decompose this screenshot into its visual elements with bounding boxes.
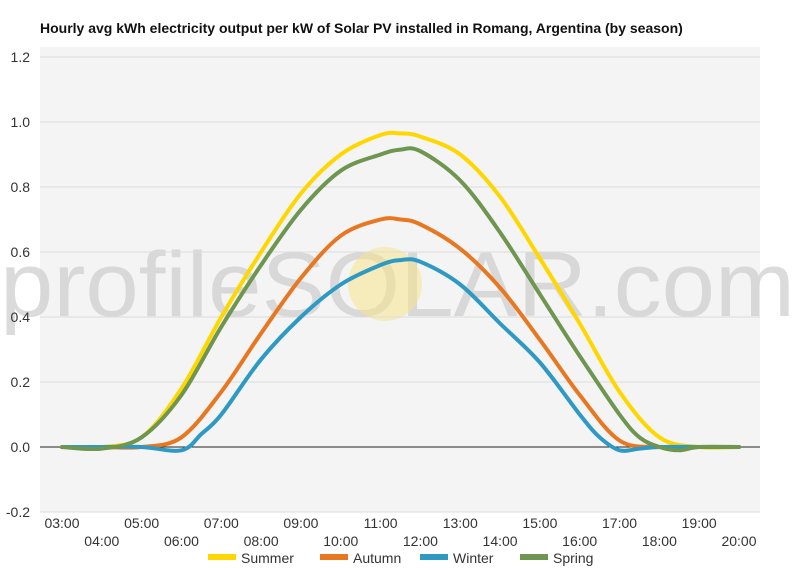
legend-label-autumn: Autumn	[353, 550, 401, 566]
watermark-sun-icon	[348, 247, 422, 321]
x-tick-label: 19:00	[682, 515, 717, 531]
x-tick-label: 04:00	[84, 533, 119, 549]
y-tick-label: 0.4	[11, 309, 31, 325]
x-tick-label: 10:00	[323, 533, 358, 549]
x-tick-label: 14:00	[483, 533, 518, 549]
x-tick-label: 17:00	[602, 515, 637, 531]
x-tick-label: 08:00	[244, 533, 279, 549]
x-tick-label: 12:00	[403, 533, 438, 549]
y-tick-label: 1.0	[11, 114, 31, 130]
series-line-winter	[60, 257, 741, 453]
x-tick-label: 09:00	[283, 515, 318, 531]
legend-swatch-summer	[208, 554, 236, 560]
x-tick-label: 06:00	[164, 533, 199, 549]
series-line-autumn	[60, 216, 741, 450]
x-tick-label: 07:00	[204, 515, 239, 531]
y-tick-label: -0.2	[6, 504, 30, 520]
y-tick-label: 0.0	[11, 439, 31, 455]
legend-label-winter: Winter	[453, 550, 494, 566]
chart-title: Hourly avg kWh electricity output per kW…	[40, 20, 683, 36]
y-tick-label: 1.2	[11, 49, 31, 65]
x-tick-label: 20:00	[721, 533, 756, 549]
x-tick-label: 05:00	[124, 515, 159, 531]
x-tick-label: 11:00	[364, 515, 398, 531]
legend-swatch-spring	[520, 554, 548, 560]
y-tick-label: 0.8	[11, 179, 31, 195]
legend-swatch-winter	[420, 554, 448, 560]
legend-swatch-autumn	[320, 554, 348, 560]
x-tick-label: 18:00	[642, 533, 677, 549]
x-tick-label: 03:00	[44, 515, 79, 531]
legend-label-summer: Summer	[241, 550, 294, 566]
y-tick-label: 0.6	[11, 244, 31, 260]
series-line-summer	[60, 130, 741, 450]
x-tick-label: 13:00	[443, 515, 478, 531]
x-tick-label: 15:00	[522, 515, 557, 531]
x-tick-label: 16:00	[562, 533, 597, 549]
series-line-spring	[60, 146, 741, 453]
y-tick-label: 0.2	[11, 374, 31, 390]
legend-label-spring: Spring	[553, 550, 593, 566]
